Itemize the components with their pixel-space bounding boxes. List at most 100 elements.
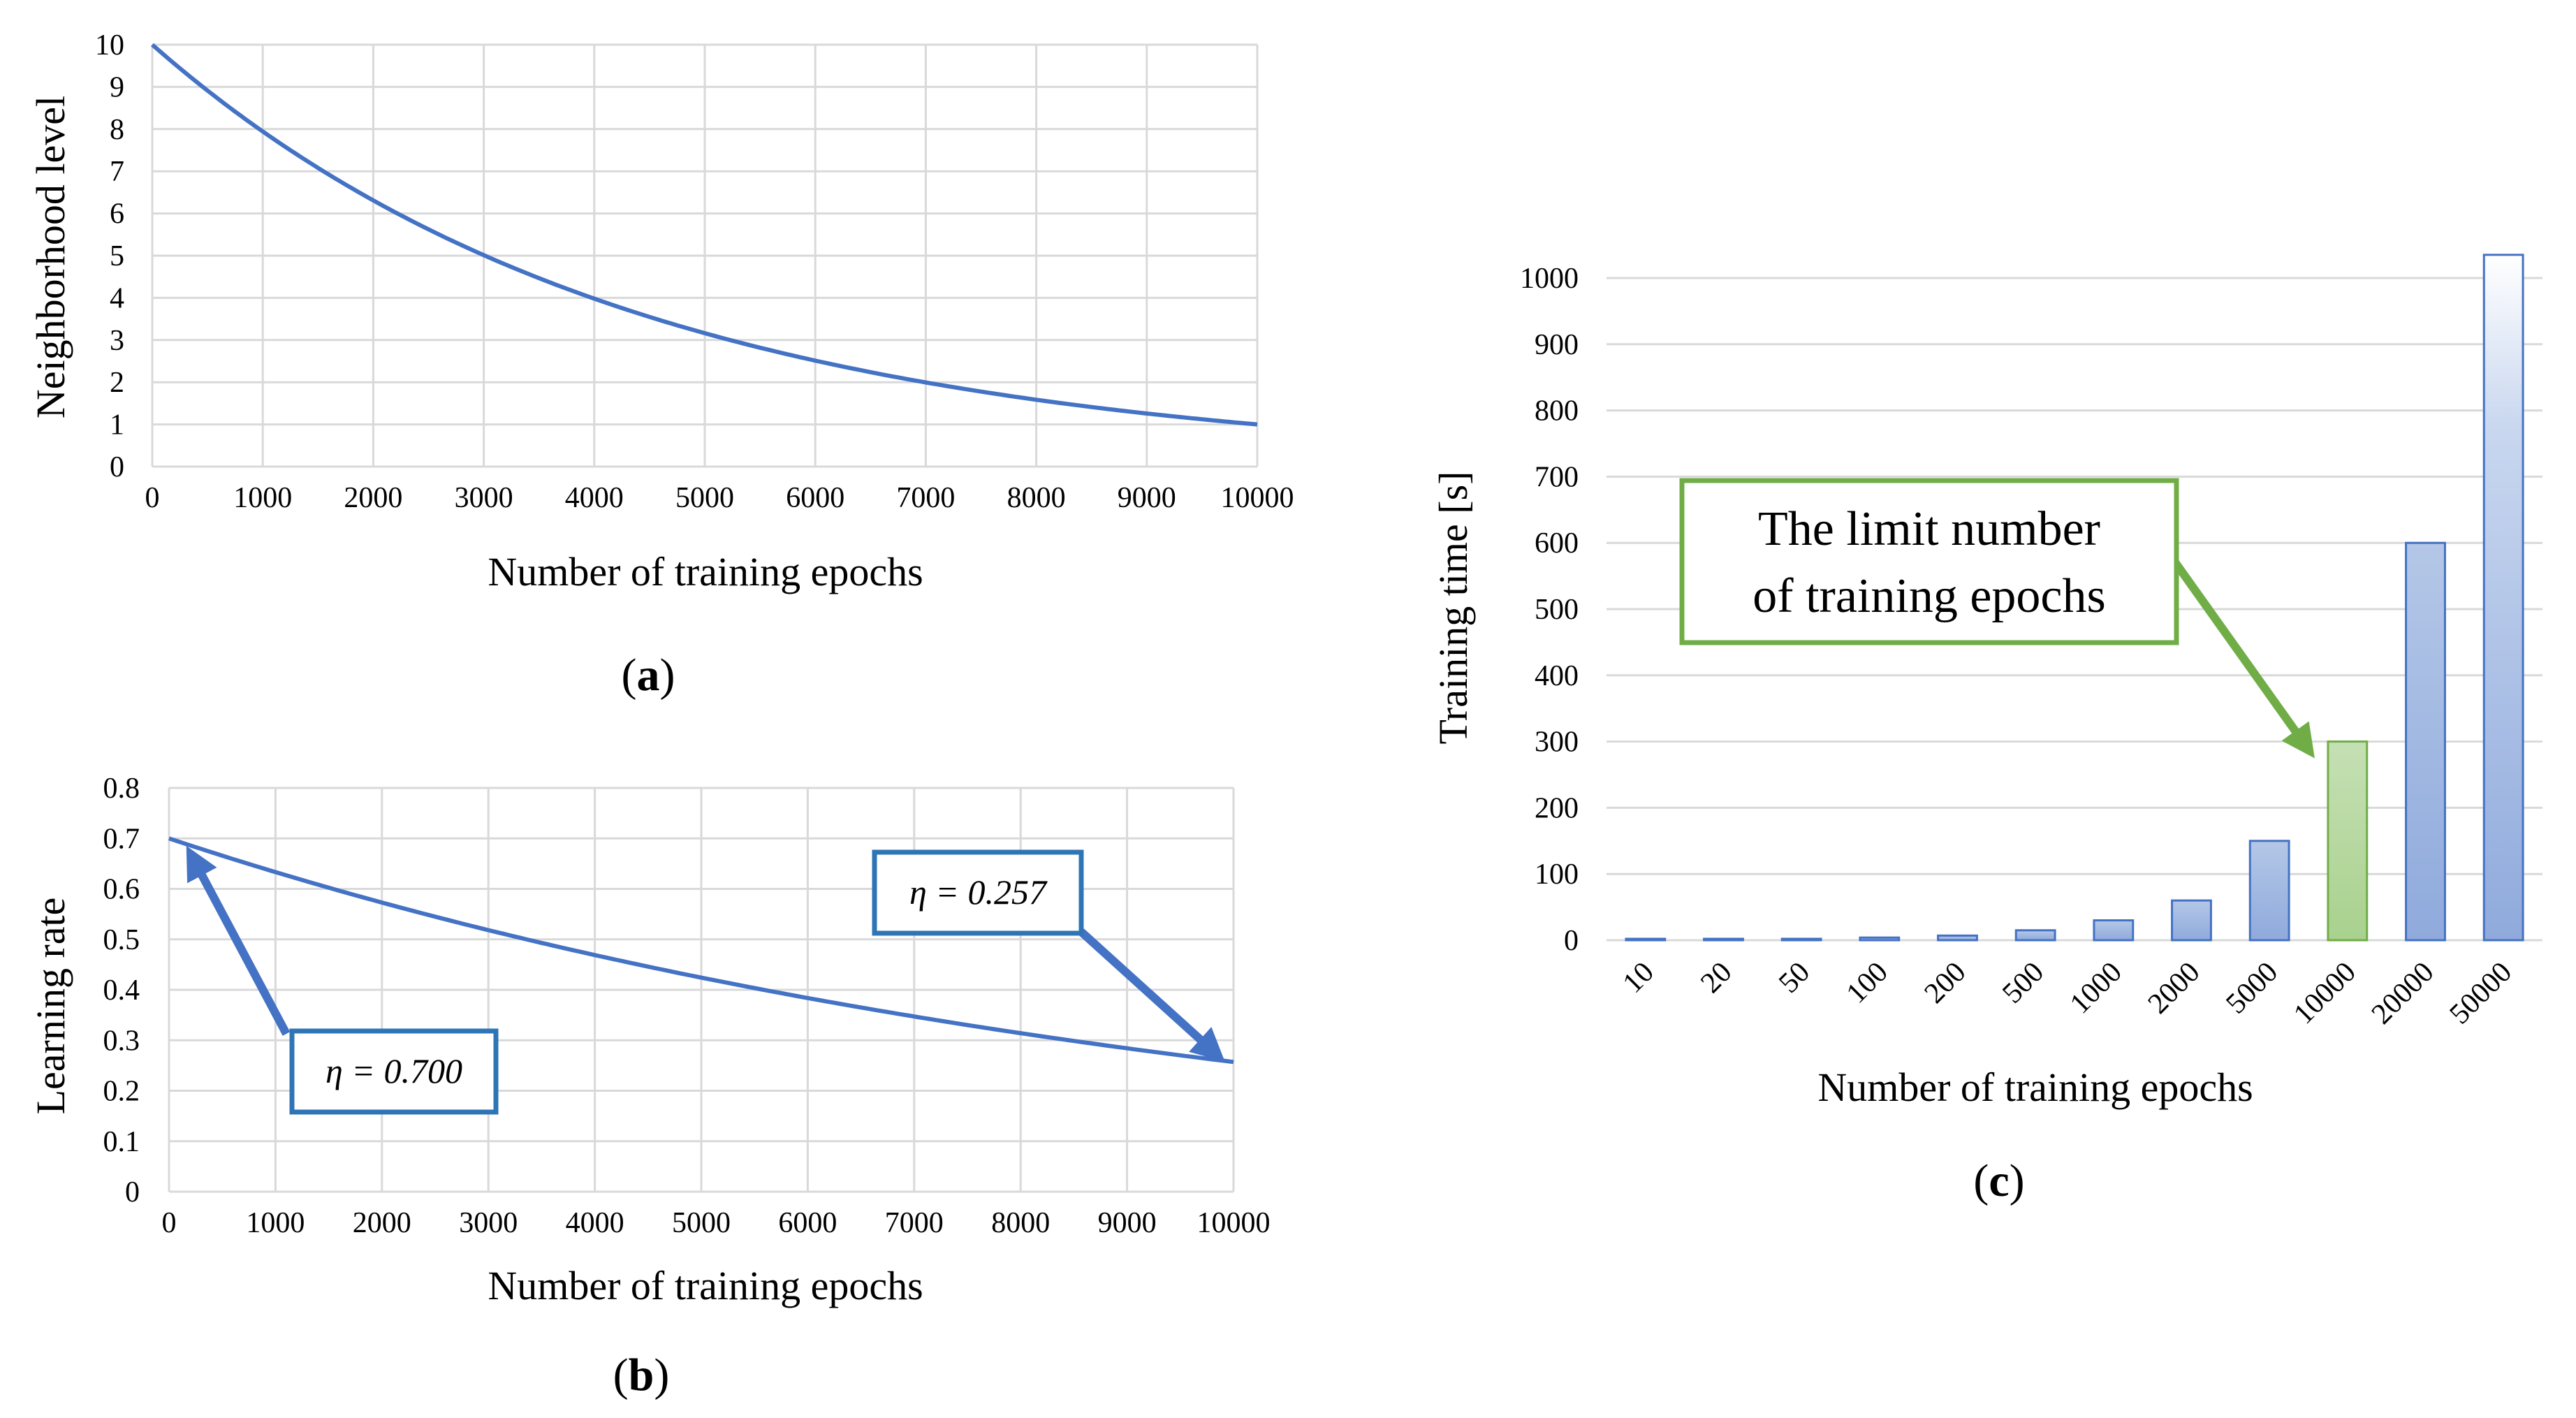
- chart-a-grid: [151, 43, 1259, 468]
- chart-c-x-tick-label: 10: [1617, 956, 1660, 1000]
- chart-b-x-tick-label: 1000: [246, 1207, 305, 1239]
- chart-b-annotation-start-arrow: [186, 845, 291, 1036]
- chart-a-y-tick-label: 6: [110, 198, 124, 231]
- chart-c-bar-20: [1703, 937, 1744, 942]
- chart-b-y-tick-label: 0.4: [103, 974, 140, 1007]
- chart-a-xlabel: Number of training epochs: [488, 549, 923, 594]
- chart-a-ylabel: Neighborhood level: [28, 96, 73, 418]
- chart-b-annotation-start-text: η = 0.700: [325, 1051, 462, 1090]
- chart-c-x-tick-label: 2000: [2142, 956, 2207, 1021]
- chart-c-y-tick-label: 600: [1535, 527, 1579, 560]
- chart-a-panel-label: (a): [622, 650, 675, 701]
- chart-b-y-tick-label: 0.8: [103, 773, 140, 805]
- chart-a-y-tick-label: 3: [110, 325, 124, 357]
- chart-b-x-tick-label: 3000: [459, 1207, 518, 1239]
- chart-a-x-tick-label: 10000: [1221, 482, 1294, 514]
- chart-c-y-tick-label: 300: [1535, 726, 1579, 759]
- chart-b-panel-label: (b): [613, 1350, 670, 1401]
- chart-b-y-tick-label: 0.7: [103, 823, 140, 855]
- chart-c-x-tick-label: 100: [1840, 956, 1894, 1010]
- chart-a-y-ticks: 0 1 2 3 4 5 6 7 8 9 10: [95, 29, 124, 483]
- chart-b-ylabel: Learning rate: [28, 898, 73, 1115]
- chart-b-xlabel: Number of training epochs: [488, 1263, 923, 1308]
- chart-c-bar-1000: [2093, 919, 2135, 942]
- chart-c-limit-box: [1679, 478, 2179, 645]
- chart-a-y-tick-label: 10: [95, 29, 124, 61]
- chart-b-x-tick-label: 5000: [672, 1207, 731, 1239]
- chart-c-y-tick-label: 400: [1535, 660, 1579, 692]
- chart-c-panel-label: (c): [1973, 1155, 2024, 1206]
- chart-b-y-tick-label: 0: [125, 1176, 140, 1208]
- chart-c-y-tick-label: 900: [1535, 329, 1579, 361]
- chart-b-x-tick-label: 9000: [1098, 1207, 1157, 1239]
- chart-c-x-tick-label: 20000: [2366, 956, 2440, 1031]
- chart-b-grid: [168, 787, 1235, 1193]
- chart-c-x-tick-label: 50: [1773, 956, 1816, 1000]
- chart-a-x-tick-label: 0: [145, 482, 160, 514]
- chart-b-x-tick-label: 6000: [778, 1207, 837, 1239]
- chart-c-x-tick-label: 500: [1996, 956, 2050, 1010]
- chart-b-x-tick-label: 4000: [566, 1207, 624, 1239]
- chart-b-series-line: [168, 836, 1234, 1065]
- chart-b-y-tick-label: 0.5: [103, 924, 140, 956]
- chart-c-bar-500: [2014, 929, 2056, 942]
- chart-a-x-tick-label: 1000: [233, 482, 292, 514]
- chart-a-y-tick-label: 7: [110, 156, 124, 188]
- chart-c-bar-100: [1859, 936, 1901, 942]
- chart-c-limit-text-line2: of training epochs: [1752, 569, 2105, 623]
- chart-c-x-tick-label: 1000: [2064, 956, 2128, 1021]
- chart-c-bar-10000: [2327, 740, 2369, 942]
- chart-c-limit-text-line1: The limit number: [1758, 502, 2100, 556]
- chart-b-annotation-end-box: [872, 849, 1084, 936]
- chart-b-x-tick-label: 8000: [991, 1207, 1050, 1239]
- chart-c-bar-50: [1780, 937, 1822, 942]
- chart-b-x-tick-label: 7000: [885, 1207, 944, 1239]
- chart-a-series-line: [151, 43, 1258, 427]
- chart-a-y-tick-label: 1: [110, 409, 124, 441]
- chart-a-x-tick-label: 3000: [455, 482, 513, 514]
- chart-c-y-ticks: 0 100 200 300 400 500 600 700 800 900 1000: [1520, 263, 1579, 957]
- chart-a-y-tick-label: 9: [110, 71, 124, 103]
- chart-c-bars: [1625, 254, 2524, 942]
- chart-b-annotation-end: η = 0.257: [872, 849, 1225, 1062]
- chart-b-x-ticks: 0 1000 2000 3000 4000 5000 6000 7000 8000 9000 100…: [162, 1207, 1271, 1239]
- chart-b-y-tick-label: 0.2: [103, 1076, 140, 1108]
- chart-c-xlabel: Number of training epochs: [1817, 1065, 2253, 1110]
- chart-a-x-tick-label: 7000: [896, 482, 955, 514]
- chart-c-bar-200: [1937, 934, 1978, 942]
- chart-b-y-tick-label: 0.3: [103, 1025, 140, 1057]
- chart-b-y-tick-label: 0.1: [103, 1126, 140, 1158]
- chart-a-y-tick-label: 2: [110, 367, 124, 399]
- chart-b-annotation-end-arrow: [1078, 928, 1225, 1062]
- chart-a-x-ticks: 0 1000 2000 3000 4000 5000 6000 7000 8000 9000 100…: [145, 482, 1294, 514]
- chart-c-bar-2000: [2171, 899, 2212, 942]
- chart-b-annotation-start-box: [289, 1028, 499, 1115]
- chart-b-x-tick-label: 10000: [1197, 1207, 1271, 1239]
- chart-c-x-tick-label: 200: [1918, 956, 1972, 1010]
- chart-c-x-tick-label: 50000: [2443, 956, 2518, 1031]
- chart-a-y-tick-label: 8: [110, 114, 124, 146]
- chart-c-x-tick-label: 10000: [2288, 956, 2362, 1031]
- chart-c-limit-arrow: [2170, 557, 2315, 759]
- chart-b-annotation-start: η = 0.700: [186, 845, 499, 1115]
- chart-a-x-tick-label: 5000: [675, 482, 734, 514]
- chart-c-y-tick-label: 1000: [1520, 263, 1579, 295]
- chart-c-grid: [1607, 277, 2542, 942]
- chart-c-y-tick-label: 700: [1535, 461, 1579, 493]
- chart-c-y-tick-label: 0: [1564, 925, 1579, 957]
- chart-a-x-tick-label: 8000: [1007, 482, 1066, 514]
- chart-c-y-tick-label: 800: [1535, 395, 1579, 427]
- chart-a-x-tick-label: 9000: [1118, 482, 1176, 514]
- chart-c-x-tick-label: 5000: [2220, 956, 2284, 1021]
- chart-b-x-tick-label: 0: [162, 1207, 177, 1239]
- chart-a-x-tick-label: 4000: [565, 482, 624, 514]
- chart-c-bar-10: [1625, 937, 1667, 942]
- chart-b-x-tick-label: 2000: [353, 1207, 411, 1239]
- chart-a-x-tick-label: 2000: [344, 482, 402, 514]
- chart-c-y-tick-label: 200: [1535, 792, 1579, 824]
- chart-c-x-ticks: 10 20 50 100 200 500 1000 2000 5000 10000 20000 500…: [1617, 956, 2519, 1031]
- chart-c-bar-50000: [2482, 254, 2524, 942]
- chart-b-y-ticks: 0 0.1 0.2 0.3 0.4 0.5 0.6 0.7 0.8: [103, 773, 140, 1208]
- chart-a-y-tick-label: 0: [110, 451, 124, 483]
